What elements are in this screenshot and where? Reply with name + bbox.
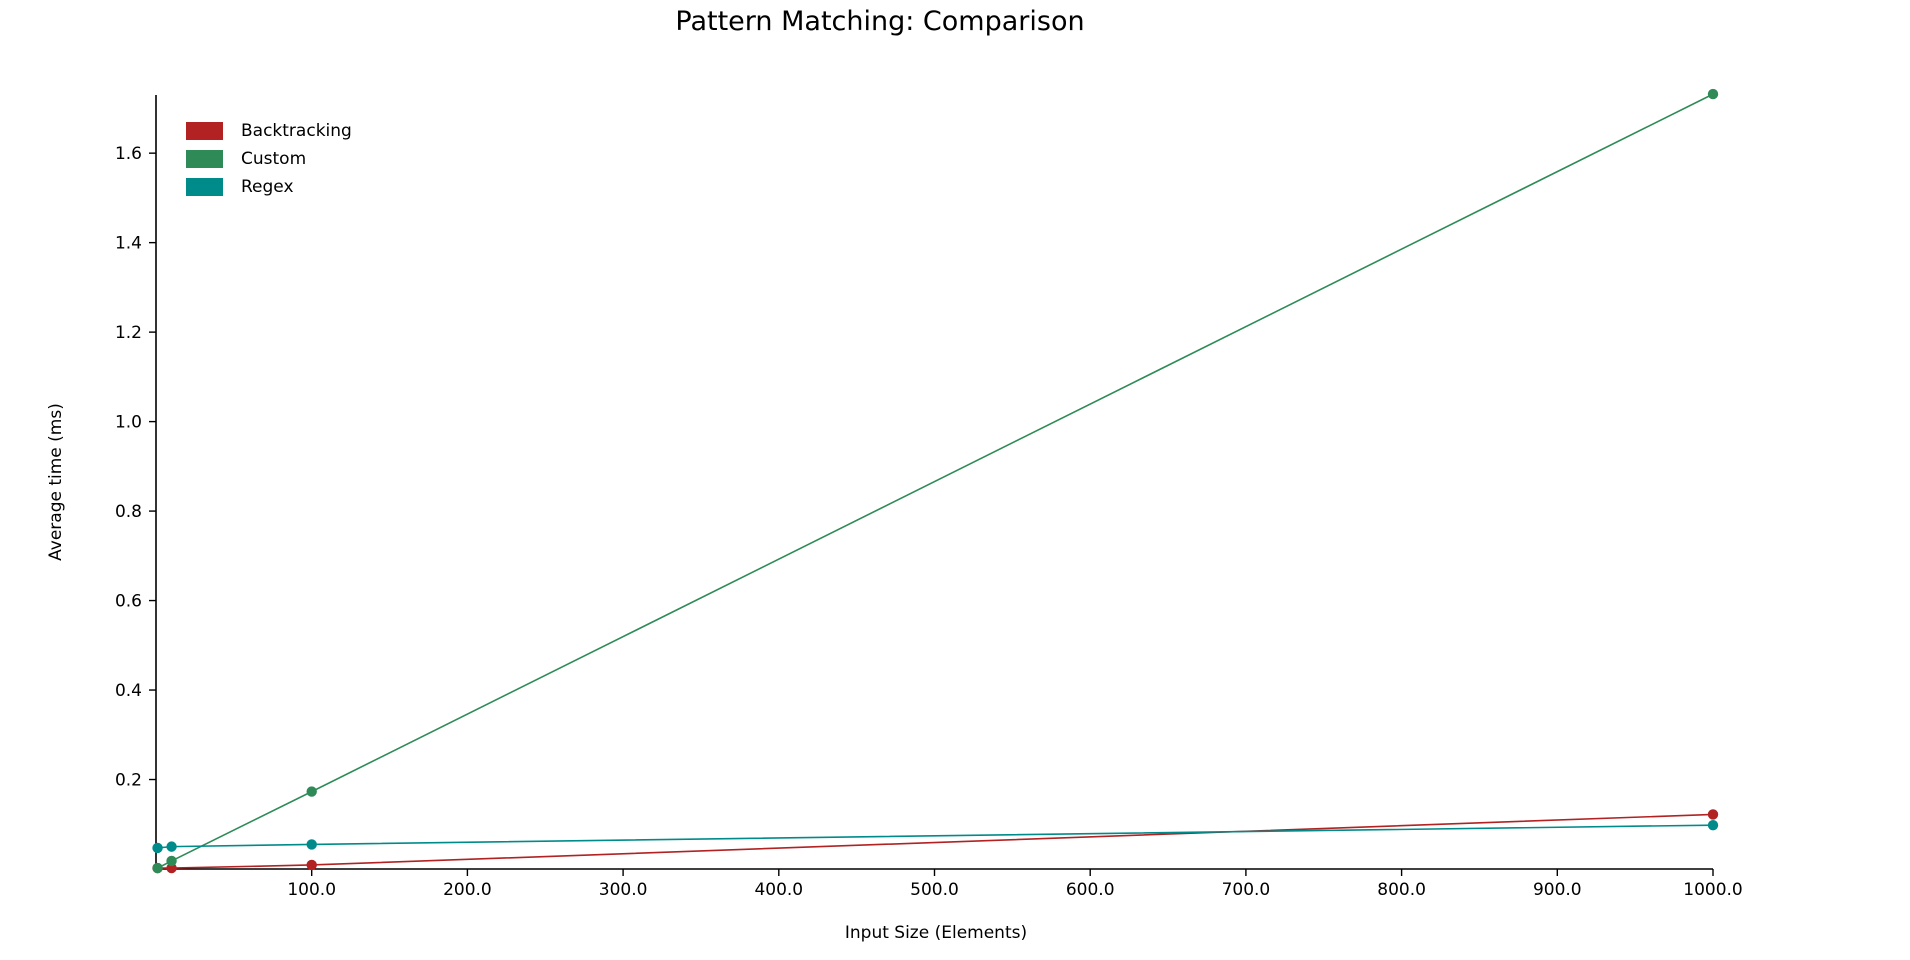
y-tick-label: 1.2 bbox=[115, 323, 142, 343]
x-tick-label: 300.0 bbox=[599, 880, 648, 900]
x-tick-label: 100.0 bbox=[287, 880, 336, 900]
legend-label-regex: Regex bbox=[241, 177, 294, 197]
data-point-regex bbox=[166, 841, 177, 852]
x-tick-label: 1000.0 bbox=[1683, 880, 1742, 900]
x-tick-label: 400.0 bbox=[754, 880, 803, 900]
y-tick-label: 1.0 bbox=[115, 413, 142, 433]
series-line-regex bbox=[157, 824, 1714, 849]
legend-swatch-custom bbox=[186, 150, 223, 168]
legend-label-custom: Custom bbox=[241, 149, 306, 169]
y-tick-label: 1.6 bbox=[115, 144, 142, 164]
chart-title: Pattern Matching: Comparison bbox=[675, 6, 1084, 37]
y-tick-label: 0.8 bbox=[115, 502, 142, 522]
data-point-backtracking bbox=[166, 862, 177, 874]
y-axis-label: Average time (ms) bbox=[46, 403, 66, 561]
x-tick-label: 700.0 bbox=[1222, 880, 1271, 900]
x-tick-label: 900.0 bbox=[1533, 880, 1582, 900]
x-ticks: 100.0 200.0 300.0 400.0 500.0 600.0 700.0 800.0… bbox=[287, 869, 1743, 900]
legend-swatch-regex bbox=[186, 178, 223, 196]
data-point-custom bbox=[306, 786, 317, 797]
legend-label-backtracking: Backtracking bbox=[241, 121, 352, 141]
series-line-custom bbox=[157, 93, 1714, 869]
y-tick-label: 0.6 bbox=[115, 592, 142, 612]
x-tick-label: 800.0 bbox=[1377, 880, 1426, 900]
x-tick-label: 600.0 bbox=[1066, 880, 1115, 900]
series-line-backtracking bbox=[157, 813, 1714, 869]
x-tick-label: 500.0 bbox=[910, 880, 959, 900]
y-tick-label: 0.2 bbox=[115, 771, 142, 791]
data-point-backtracking bbox=[1707, 809, 1719, 820]
data-point-regex bbox=[306, 839, 317, 850]
legend-swatch-backtracking bbox=[186, 122, 223, 140]
data-point-custom bbox=[1707, 88, 1719, 100]
y-tick-label: 0.4 bbox=[115, 681, 142, 701]
data-point-regex bbox=[152, 842, 163, 854]
x-axis-label: Input Size (Elements) bbox=[845, 923, 1027, 943]
data-point-custom bbox=[152, 862, 163, 874]
series-layer bbox=[152, 88, 1719, 874]
data-point-regex bbox=[1707, 819, 1719, 831]
legend: Backtracking Custom Regex bbox=[186, 121, 352, 197]
y-tick-label: 1.4 bbox=[115, 234, 142, 254]
data-point-backtracking bbox=[306, 859, 317, 871]
data-point-custom bbox=[166, 855, 177, 867]
y-ticks: 0.2 0.4 0.6 0.8 1.0 1.2 1.4 1.6 bbox=[115, 144, 156, 791]
x-tick-label: 200.0 bbox=[443, 880, 492, 900]
